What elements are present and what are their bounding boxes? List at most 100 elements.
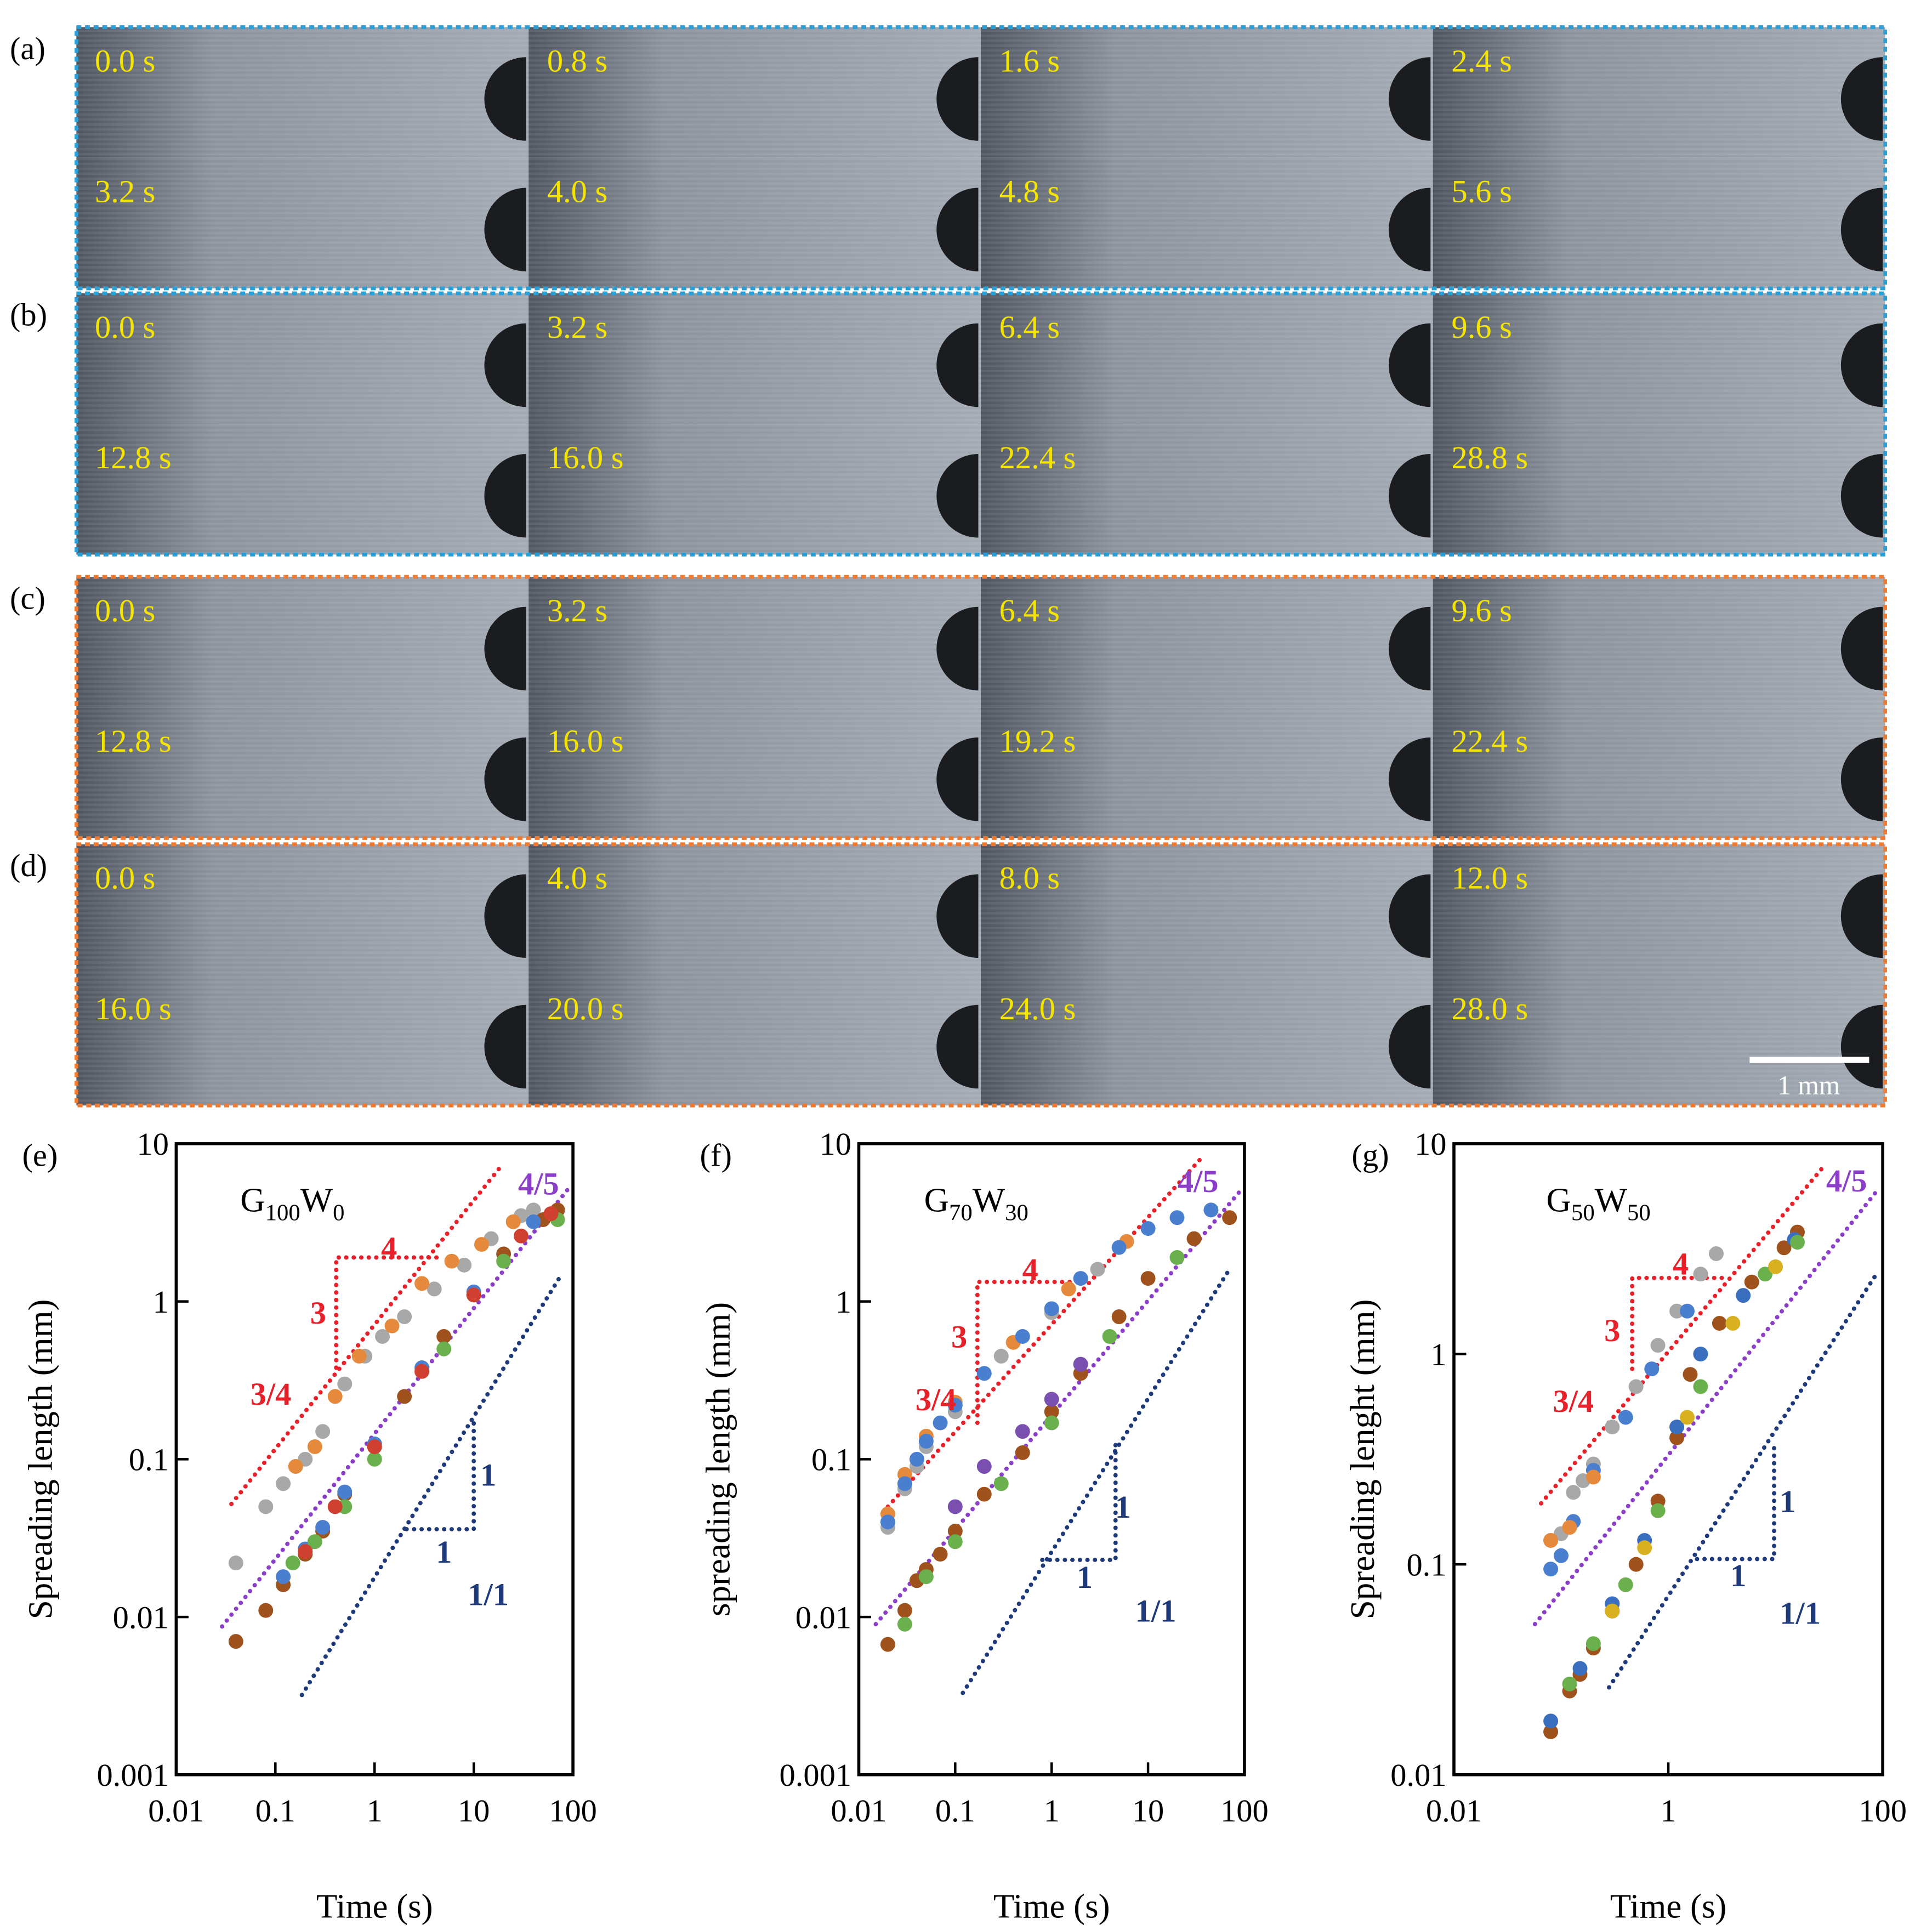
data-point xyxy=(288,1459,303,1474)
frame-texture xyxy=(76,974,529,1106)
time-label: 4.0 s xyxy=(547,860,607,896)
droplet xyxy=(1389,454,1431,538)
data-point xyxy=(1015,1445,1030,1460)
data-point xyxy=(1637,1540,1652,1556)
frame-texture xyxy=(76,844,529,975)
frame-texture xyxy=(980,27,1433,158)
frame-texture xyxy=(980,844,1433,975)
data-point xyxy=(1140,1271,1156,1286)
chart-title: G50W50 xyxy=(1547,1181,1651,1226)
y-tick-label: 0.001 xyxy=(780,1757,851,1793)
data-point xyxy=(285,1556,300,1571)
droplet xyxy=(936,454,979,538)
title-part: 70 xyxy=(949,1200,973,1225)
scale-bar-label: 1 mm xyxy=(1777,1070,1840,1100)
time-label: 5.6 s xyxy=(1451,174,1511,209)
x-tick-label: 10 xyxy=(1132,1793,1164,1829)
x-tick-label: 0.1 xyxy=(255,1793,296,1829)
data-point xyxy=(918,1434,934,1449)
data-point xyxy=(1650,1503,1666,1518)
data-point xyxy=(1650,1338,1666,1353)
slope-label: 1 xyxy=(1730,1558,1746,1593)
slope-label: 1 xyxy=(1077,1559,1093,1595)
slope-label: 3/4 xyxy=(251,1376,292,1412)
data-point xyxy=(1543,1713,1559,1729)
data-point xyxy=(327,1499,343,1514)
data-point xyxy=(993,1348,1009,1364)
reference-line xyxy=(1607,1274,1878,1690)
time-label: 3.2 s xyxy=(547,593,607,628)
time-label: 1.6 s xyxy=(999,43,1060,78)
data-point xyxy=(1169,1250,1185,1265)
data-point xyxy=(933,1547,948,1562)
data-point xyxy=(897,1603,912,1618)
data-point xyxy=(496,1253,512,1269)
data-point xyxy=(1679,1410,1695,1425)
y-tick-label: 10 xyxy=(1414,1126,1446,1162)
data-point xyxy=(444,1253,459,1269)
time-label: 3.2 s xyxy=(95,174,155,209)
data-point xyxy=(1102,1329,1117,1344)
slope-label: 1/1 xyxy=(468,1576,509,1612)
x-tick-label: 10 xyxy=(458,1793,490,1829)
droplet xyxy=(936,323,979,407)
time-label: 9.6 s xyxy=(1451,309,1511,345)
plot-frame xyxy=(857,1142,1246,1776)
droplet xyxy=(1389,188,1431,272)
droplet xyxy=(484,874,526,958)
data-point xyxy=(897,1476,912,1491)
frame-texture xyxy=(529,424,981,555)
slope-label: 1 xyxy=(1780,1484,1795,1519)
y-tick-label: 0.01 xyxy=(795,1599,851,1635)
data-point xyxy=(367,1451,382,1467)
droplet xyxy=(1840,1004,1883,1089)
droplet xyxy=(936,1004,979,1089)
data-point xyxy=(258,1603,274,1618)
data-point xyxy=(1605,1603,1620,1619)
droplet xyxy=(484,188,526,272)
data-point xyxy=(1586,1636,1601,1651)
x-tick-label: 0.01 xyxy=(831,1793,887,1829)
y-tick-label: 0.01 xyxy=(113,1599,169,1635)
droplet xyxy=(1840,57,1883,141)
data-point xyxy=(1669,1430,1685,1445)
title-part: 0 xyxy=(333,1200,344,1225)
droplet xyxy=(1840,454,1883,538)
droplet xyxy=(936,188,979,272)
data-point xyxy=(1044,1415,1059,1431)
panel-label: (d) xyxy=(10,848,47,883)
time-label: 9.6 s xyxy=(1451,593,1511,628)
data-point xyxy=(1073,1271,1088,1286)
reference-line xyxy=(229,1162,505,1506)
frame-texture xyxy=(529,157,981,288)
data-point xyxy=(1044,1301,1059,1316)
frame-texture xyxy=(1433,27,1885,158)
time-label: 22.4 s xyxy=(999,440,1076,475)
data-point xyxy=(526,1214,541,1229)
panel-label: (c) xyxy=(10,580,46,616)
droplet xyxy=(1389,57,1431,141)
data-point xyxy=(897,1616,912,1632)
data-point xyxy=(1015,1424,1030,1439)
x-tick-label: 1 xyxy=(1660,1793,1676,1829)
data-point xyxy=(1061,1281,1076,1297)
data-point xyxy=(1186,1231,1202,1246)
droplet xyxy=(1840,874,1883,958)
data-point xyxy=(1744,1274,1759,1290)
frame-texture xyxy=(1433,576,1885,708)
time-label: 2.4 s xyxy=(1451,43,1511,78)
time-label: 20.0 s xyxy=(547,991,624,1026)
chart-label: (e) xyxy=(22,1137,58,1173)
time-label: 16.0 s xyxy=(547,723,624,759)
droplet xyxy=(1389,1004,1431,1089)
data-point xyxy=(436,1341,452,1356)
data-point xyxy=(1758,1267,1773,1282)
x-tick-label: 1 xyxy=(1044,1793,1060,1829)
data-point xyxy=(993,1476,1009,1491)
data-point xyxy=(1605,1420,1620,1435)
time-label: 6.4 s xyxy=(999,309,1060,345)
data-point xyxy=(315,1424,331,1439)
droplet xyxy=(1840,188,1883,272)
data-point xyxy=(918,1569,934,1585)
